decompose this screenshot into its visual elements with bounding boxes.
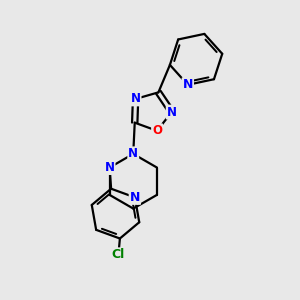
Text: N: N bbox=[167, 106, 177, 118]
Text: Cl: Cl bbox=[112, 248, 125, 261]
Text: N: N bbox=[130, 92, 141, 105]
Text: N: N bbox=[128, 147, 138, 161]
Text: N: N bbox=[105, 161, 115, 174]
Text: N: N bbox=[183, 78, 193, 91]
Text: O: O bbox=[152, 124, 162, 137]
Text: N: N bbox=[130, 191, 140, 204]
